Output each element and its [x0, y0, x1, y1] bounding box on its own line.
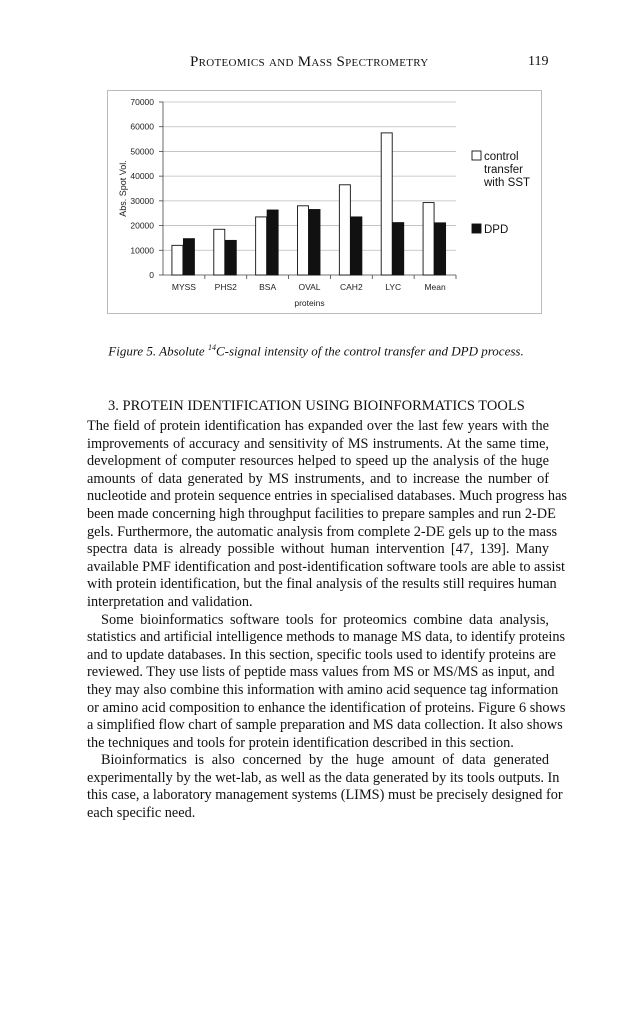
paragraph: Some bioinformatics software tools for p… [87, 611, 566, 753]
bar-dpd-bsa [266, 209, 279, 276]
x-tick-label: Mean [424, 282, 446, 292]
y-tick-label: 60000 [130, 122, 154, 132]
legend-label-control: control transfer with SST [483, 151, 530, 189]
text-line: or amino acid composition to enhance the… [87, 699, 566, 716]
text-line: gels. Furthermore, the automatic analysi… [87, 523, 558, 540]
text-line: Bioinformatics is also concerned by the … [101, 752, 549, 769]
running-title: Proteomics and Mass Spectrometry [190, 54, 429, 70]
text-line: The field of protein identification has … [87, 418, 549, 434]
bar-control-oval [297, 205, 309, 276]
x-tick-label: BSA [259, 282, 276, 292]
x-tick-label: MYSS [172, 282, 196, 292]
paragraph: The field of protein identification has … [87, 418, 567, 612]
y-tick-label: 20000 [130, 221, 154, 231]
bar-control-phs2 [213, 228, 226, 276]
figure-5-chart: 0 10000 20000 30000 40000 50000 60000 70000 MYSS… [107, 90, 542, 314]
text-line: reviewed. They use lists of peptide mass… [87, 664, 555, 681]
paragraph: Bioinformatics is also concerned by the … [87, 752, 563, 822]
y-tick-label: 70000 [130, 97, 154, 107]
text-line: available PMF identification and post-id… [87, 558, 566, 575]
text-line: the techniques and tools for protein ide… [87, 734, 514, 751]
bar-dpd-phs2 [224, 239, 237, 276]
text-line: interpretation and validation. [87, 593, 253, 610]
bar-control-mean [422, 202, 435, 276]
text-line: this case, a laboratory management syste… [87, 787, 563, 804]
caption-suffix: C-signal intensity of the control transf… [215, 343, 524, 359]
x-axis-label: proteins [294, 298, 324, 308]
bar-dpd-oval [308, 209, 321, 276]
y-tick-label: 0 [149, 270, 154, 280]
caption-prefix: Figure 5. Absolute [108, 343, 208, 359]
bar-dpd-cah2 [350, 216, 363, 276]
text-line: development of computer resources helped… [87, 453, 549, 470]
text-line: statistics and artificial intelligence m… [87, 629, 566, 646]
y-axis-label: Abs. Spot Vol. [118, 160, 128, 217]
text-line: a simplified flow chart of sample prepar… [87, 717, 563, 734]
text-line: Some bioinformatics software tools for p… [101, 611, 549, 628]
legend-swatch-dpd [471, 223, 482, 234]
text-line: spectra data is already possible without… [87, 541, 549, 558]
x-tick-label: OVAL [298, 282, 320, 292]
section-heading: 3. PROTEIN IDENTIFICATION USING BIOINFOR… [108, 398, 525, 414]
text-line: been made concerning high throughput fac… [87, 505, 556, 522]
bar-dpd-mean [434, 222, 447, 276]
bar-dpd-lyc [392, 222, 405, 276]
text-line: improvements of accuracy and sensitivity… [87, 435, 549, 452]
text-line: amounts of data generated by MS instrume… [87, 470, 549, 487]
body-text: The field of protein identification has … [87, 418, 567, 823]
text-line: experimentally by the wet-lab, as well a… [87, 769, 560, 786]
bar-control-lyc [380, 132, 393, 276]
legend-label-dpd: DPD [484, 224, 508, 236]
bar-control-myss [171, 244, 184, 276]
caption-superscript: 14 [207, 343, 216, 352]
bar-dpd-myss [182, 238, 195, 276]
y-tick-label: 50000 [130, 146, 154, 156]
x-tick-label: CAH2 [340, 282, 363, 292]
legend-swatch-control [471, 150, 482, 161]
text-line: with protein identification, but the fin… [87, 576, 557, 593]
y-tick-label: 10000 [130, 245, 154, 255]
y-tick-label: 40000 [130, 171, 154, 181]
y-tick-label: 30000 [130, 196, 154, 206]
text-line: nucleotide and protein sequence entries … [87, 488, 567, 505]
x-tick-label: LYC [385, 282, 401, 292]
text-line: and to update databases. In this section… [87, 646, 556, 663]
text-line: they may also combine this information w… [87, 681, 559, 698]
bar-control-bsa [255, 216, 268, 276]
text-line: each specific need. [87, 805, 196, 822]
figure-caption: Figure 5. Absolute 14C-signal intensity … [0, 343, 632, 359]
x-tick-label: PHS2 [215, 282, 237, 292]
page-number: 119 [528, 54, 549, 69]
bar-control-cah2 [338, 184, 351, 276]
